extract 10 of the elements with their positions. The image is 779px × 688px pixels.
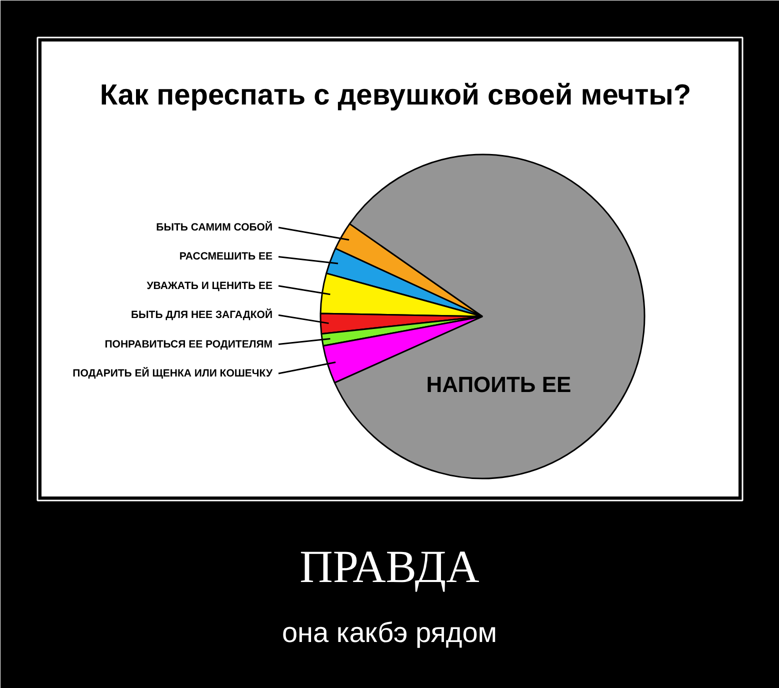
slice-label: НАПОИТЬ ЕЕ: [426, 372, 572, 398]
text: она какбэ рядом: [282, 617, 498, 648]
chart-title: Как переспать с девушкой своей мечты?: [100, 80, 692, 112]
slice-label: РАССМЕШИТЬ ЕЕ: [179, 250, 273, 263]
slice-label: БЫТЬ САМИМ СОБОЙ: [156, 220, 273, 234]
slice-label: БЫТЬ ДЛЯ НЕЕ ЗАГАДКОЙ: [130, 308, 273, 322]
slice-label: ПОДАРИТЬ ЕЙ ЩЕНКА ИЛИ КОШЕЧКУ: [72, 366, 273, 380]
text: ПРАВДА: [300, 541, 480, 592]
slice-label: ПОНРАВИТЬСЯ ЕЕ РОДИТЕЛЯМ: [104, 338, 273, 350]
slice-label: УВАЖАТЬ И ЦЕНИТЬ ЕЕ: [146, 280, 273, 292]
